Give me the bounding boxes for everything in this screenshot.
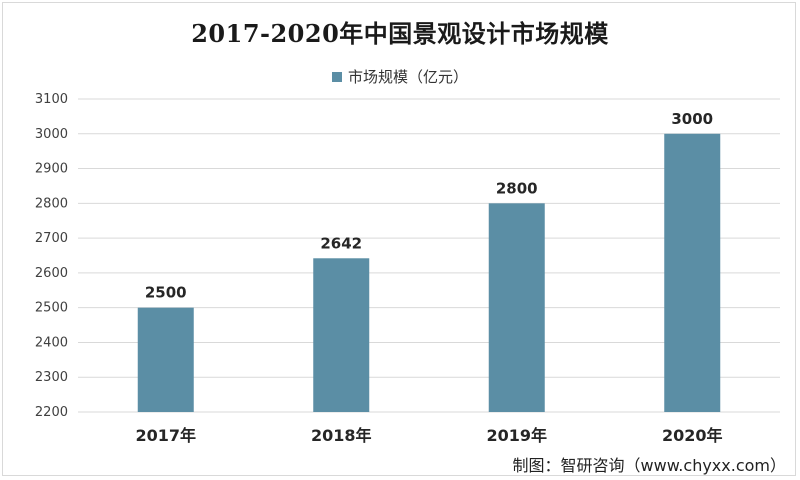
y-tick-label: 2500 bbox=[35, 301, 68, 316]
bar-4 bbox=[664, 133, 721, 412]
y-tick-label: 2900 bbox=[35, 162, 68, 177]
data-label-3: 2800 bbox=[496, 179, 538, 197]
y-tick-label: 2600 bbox=[35, 266, 68, 281]
data-label-2: 2642 bbox=[320, 234, 362, 252]
y-tick-label: 2700 bbox=[35, 231, 68, 246]
gridlines bbox=[78, 98, 780, 413]
bar-3 bbox=[488, 203, 545, 412]
y-tick-label: 2400 bbox=[35, 335, 68, 350]
source-credit: 制图：智研咨询（www.chyxx.com） bbox=[512, 456, 786, 475]
category-label-4: 2020年 bbox=[662, 426, 723, 445]
legend: 市场规模（亿元） bbox=[0, 66, 800, 87]
bars bbox=[137, 133, 721, 412]
legend-label: 市场规模（亿元） bbox=[347, 68, 468, 86]
y-tick-label: 2800 bbox=[35, 196, 68, 211]
category-label-3: 2019年 bbox=[486, 426, 547, 445]
legend-swatch bbox=[331, 71, 342, 82]
y-tick-label: 3100 bbox=[35, 92, 68, 107]
category-label-1: 2017年 bbox=[135, 426, 196, 445]
bar-2 bbox=[313, 258, 370, 412]
data-label-1: 2500 bbox=[145, 284, 187, 302]
y-axis-ticks: 2200 2300 2400 2500 2600 2700 2800 2900 3000 3100 bbox=[35, 92, 68, 420]
x-axis-categories: 2017年 2018年 2019年 2020年 bbox=[135, 426, 722, 445]
chart-title: 2017-2020年中国景观设计市场规模 bbox=[191, 19, 609, 48]
data-label-4: 3000 bbox=[671, 110, 713, 128]
data-labels: 2500 2642 2800 3000 bbox=[145, 110, 713, 302]
y-tick-label: 3000 bbox=[35, 127, 68, 142]
bar-1 bbox=[137, 307, 194, 412]
category-label-2: 2018年 bbox=[311, 426, 372, 445]
y-tick-label: 2300 bbox=[35, 370, 68, 385]
y-tick-label: 2200 bbox=[35, 405, 68, 420]
